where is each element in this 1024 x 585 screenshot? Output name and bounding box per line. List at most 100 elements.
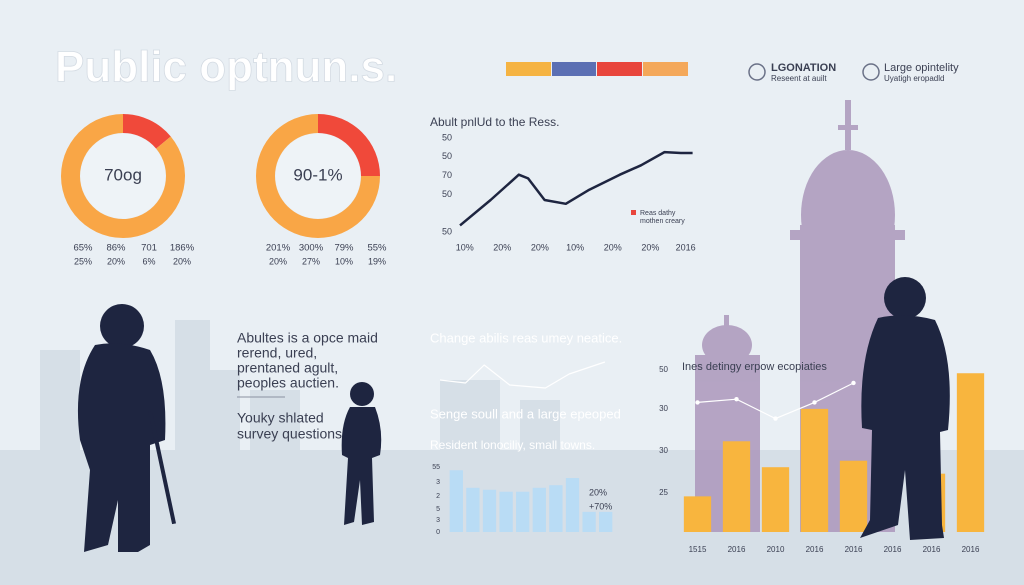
note-line: survey questions — [237, 426, 342, 442]
x-tick-label: 2016 — [676, 242, 696, 252]
paragraph-line: peoples auctien. — [237, 375, 339, 391]
silhouettes — [77, 277, 950, 552]
line-series — [459, 150, 693, 227]
y-tick-label: 55 — [432, 464, 440, 471]
badge-icon — [862, 63, 880, 81]
note-line: Youky shlated — [237, 410, 324, 426]
line-point — [734, 396, 739, 402]
middle-sub: Senge soull and a large epeoped — [430, 406, 621, 421]
stat-label: 201% — [266, 243, 291, 254]
badge-name: LGONATION — [771, 62, 836, 74]
bar — [482, 489, 497, 532]
y-tick-label: 50 — [442, 189, 452, 199]
donut-segment — [123, 114, 171, 149]
color-bar — [506, 62, 688, 76]
paragraph-line: rerend, ured, — [237, 345, 317, 361]
bar — [761, 467, 790, 532]
stat-label: 701 — [141, 243, 157, 254]
legend-label: mothen creary — [640, 218, 685, 225]
y-tick-label: 50 — [659, 365, 668, 374]
y-tick-label: 50 — [442, 226, 452, 236]
y-tick-label: 0 — [436, 529, 440, 536]
middle-heading: Change abilis reas umey neatice. — [430, 330, 622, 345]
bar — [722, 441, 751, 532]
bar — [599, 511, 613, 532]
stat-label: 300% — [299, 243, 324, 254]
stat-label: 20% — [173, 256, 191, 266]
y-tick-label: 3 — [436, 517, 440, 524]
x-tick-label: 2016 — [923, 545, 941, 554]
bar — [532, 487, 546, 532]
donut-center-label: 90-1% — [293, 165, 342, 184]
donut-hole — [275, 133, 361, 219]
y-tick-label: 50 — [442, 151, 452, 161]
bar — [516, 491, 530, 532]
bar — [683, 496, 712, 532]
x-tick-label: 2010 — [767, 545, 785, 554]
x-tick-label: 10% — [456, 242, 474, 252]
stat-label: 79% — [334, 243, 354, 254]
stat-label: 19% — [368, 256, 386, 266]
stat-label: 20% — [269, 256, 287, 266]
line-point — [812, 400, 817, 405]
x-tick-label: 1515 — [689, 545, 707, 554]
paragraph-line: Abultes is a opce maid — [237, 330, 378, 346]
paragraph-line: prentaned agult, — [237, 360, 338, 376]
x-tick-label: 20% — [604, 242, 622, 252]
x-tick-label: 10% — [566, 242, 584, 252]
y-tick-label: 3 — [436, 479, 440, 486]
stat-label: 186% — [170, 243, 195, 254]
line-series — [439, 361, 606, 389]
badge-icon — [748, 63, 766, 81]
bar — [565, 478, 580, 532]
donut-center-label: 70og — [104, 165, 142, 184]
donut-hole — [80, 133, 166, 219]
stat-label: 6% — [142, 256, 155, 266]
stat-label: 25% — [74, 256, 92, 266]
stat-label: 20% — [107, 256, 125, 266]
legend-label: Reas dathy — [640, 210, 676, 217]
bar — [449, 470, 463, 532]
left-paragraph: Abultes is a opce maid rerend, ured, pre… — [237, 330, 378, 442]
bar — [499, 491, 513, 532]
x-tick-label: 20% — [531, 242, 549, 252]
stat-label: 86% — [106, 243, 126, 254]
x-tick-label: 20% — [641, 242, 659, 252]
line-point — [695, 400, 700, 405]
legend-swatch — [631, 210, 636, 215]
bar — [582, 511, 596, 532]
chart-title: Ines detingy erpow ecopiaties — [682, 361, 827, 373]
bar — [839, 460, 868, 532]
chart-title: Abult pnlUd to the Ress. — [430, 115, 559, 129]
stat-label: 65% — [73, 243, 93, 254]
y-tick-label: 50 — [442, 132, 452, 142]
bar — [466, 487, 480, 532]
donut-segment — [318, 114, 380, 176]
y-tick-label: 30 — [659, 404, 668, 413]
x-tick-label: 20% — [493, 242, 511, 252]
x-tick-label: 2016 — [806, 545, 824, 554]
y-tick-label: 5 — [436, 506, 440, 513]
line-point — [851, 380, 856, 386]
badge-sub: Reseent at auilt — [771, 74, 827, 83]
donut-segment — [60, 114, 185, 238]
y-tick-label: 25 — [659, 488, 668, 497]
line-point — [773, 416, 778, 421]
bar — [956, 373, 985, 532]
badge-name: Large opintelity — [884, 62, 959, 74]
y-tick-label: 70 — [442, 170, 452, 180]
y-tick-label: 2 — [436, 493, 440, 500]
page-title: Public optnun.s. — [55, 43, 397, 92]
annotation: 20% — [589, 487, 607, 497]
annotation: +70% — [589, 501, 612, 511]
x-tick-label: 2016 — [962, 545, 980, 554]
stat-label: 10% — [335, 256, 353, 266]
donut-segment — [256, 114, 380, 238]
middle-sub: Resident lonociliy, small towns. — [430, 438, 595, 452]
bar — [549, 485, 563, 532]
x-tick-label: 2016 — [728, 545, 746, 554]
y-tick-label: 30 — [659, 446, 668, 455]
badge-sub: Uyatigh eropadld — [884, 74, 944, 83]
